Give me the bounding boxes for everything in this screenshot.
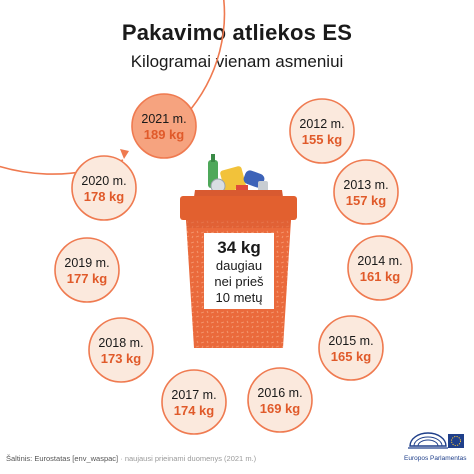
- year-bubble: 2012 m.155 kg: [289, 98, 355, 164]
- logo-text: Europos Parlamentas: [404, 455, 467, 462]
- bubble-circle: [161, 369, 227, 435]
- source-text: Šaltinis: Eurostatas [env_waspac]: [6, 454, 119, 463]
- year-bubble: 2017 m.174 kg: [161, 369, 227, 435]
- parliament-emblem-icon: [408, 432, 464, 449]
- bubble-circle: [88, 317, 154, 383]
- bubble-circle: [333, 159, 399, 225]
- year-bubble: 2018 m.173 kg: [88, 317, 154, 383]
- waste-bin-icon: [180, 154, 297, 348]
- value-label: 189 kg: [144, 127, 185, 142]
- source-footer: Šaltinis: Eurostatas [env_waspac] · nauj…: [6, 454, 256, 463]
- year-label: 2021 m.: [141, 112, 186, 126]
- value-label: 157 kg: [346, 193, 387, 208]
- year-bubble: 2021 m.189 kg: [131, 93, 197, 159]
- year-label: 2014 m.: [357, 254, 402, 268]
- bubble-circle: [131, 93, 197, 159]
- value-label: 161 kg: [360, 269, 401, 284]
- bubble-circle: [347, 235, 413, 301]
- year-bubble: 2020 m.178 kg: [71, 155, 137, 221]
- year-label: 2020 m.: [81, 174, 126, 188]
- year-bubble: 2014 m.161 kg: [347, 235, 413, 301]
- value-label: 178 kg: [84, 189, 125, 204]
- bubble-circle: [318, 315, 384, 381]
- value-label: 173 kg: [101, 351, 142, 366]
- timeline-ring: [0, 0, 226, 175]
- page-subtitle: Kilogramai vienam asmeniui: [130, 52, 344, 71]
- bubble-circle: [247, 367, 313, 433]
- year-label: 2018 m.: [98, 336, 143, 350]
- year-bubble: 2015 m.165 kg: [318, 315, 384, 381]
- value-label: 177 kg: [67, 271, 108, 286]
- year-bubble: 2016 m.169 kg: [247, 367, 313, 433]
- recyclables-icon: [208, 154, 268, 195]
- year-label: 2017 m.: [171, 388, 216, 402]
- footer-separator: ·: [118, 454, 125, 463]
- data-note: naujausi prieinami duomenys (2021 m.): [124, 454, 257, 463]
- value-label: 155 kg: [302, 132, 343, 147]
- value-label: 165 kg: [331, 349, 372, 364]
- page-title: Pakavimo atliekos ES: [121, 20, 353, 45]
- year-label: 2016 m.: [257, 386, 302, 400]
- year-bubble: 2019 m.177 kg: [54, 237, 120, 303]
- bin-line-1: daugiau: [216, 258, 262, 273]
- bubble-circle: [54, 237, 120, 303]
- value-label: 169 kg: [260, 401, 301, 416]
- year-label: 2019 m.: [64, 256, 109, 270]
- bin-line-3: 10 metų: [216, 290, 263, 305]
- bubble-circle: [289, 98, 355, 164]
- bubble-circle: [71, 155, 137, 221]
- year-label: 2015 m.: [328, 334, 373, 348]
- european-parliament-logo: Europos Parlamentas: [404, 422, 467, 470]
- bin-label: 34 kg daugiau nei prieš 10 metų: [214, 238, 264, 305]
- year-bubble: 2013 m.157 kg: [333, 159, 399, 225]
- bin-headline: 34 kg: [217, 238, 260, 257]
- timeline-arrow-icon: [120, 149, 129, 159]
- value-label: 174 kg: [174, 403, 215, 418]
- year-label: 2013 m.: [343, 178, 388, 192]
- year-label: 2012 m.: [299, 117, 344, 131]
- bin-line-2: nei prieš: [214, 274, 264, 289]
